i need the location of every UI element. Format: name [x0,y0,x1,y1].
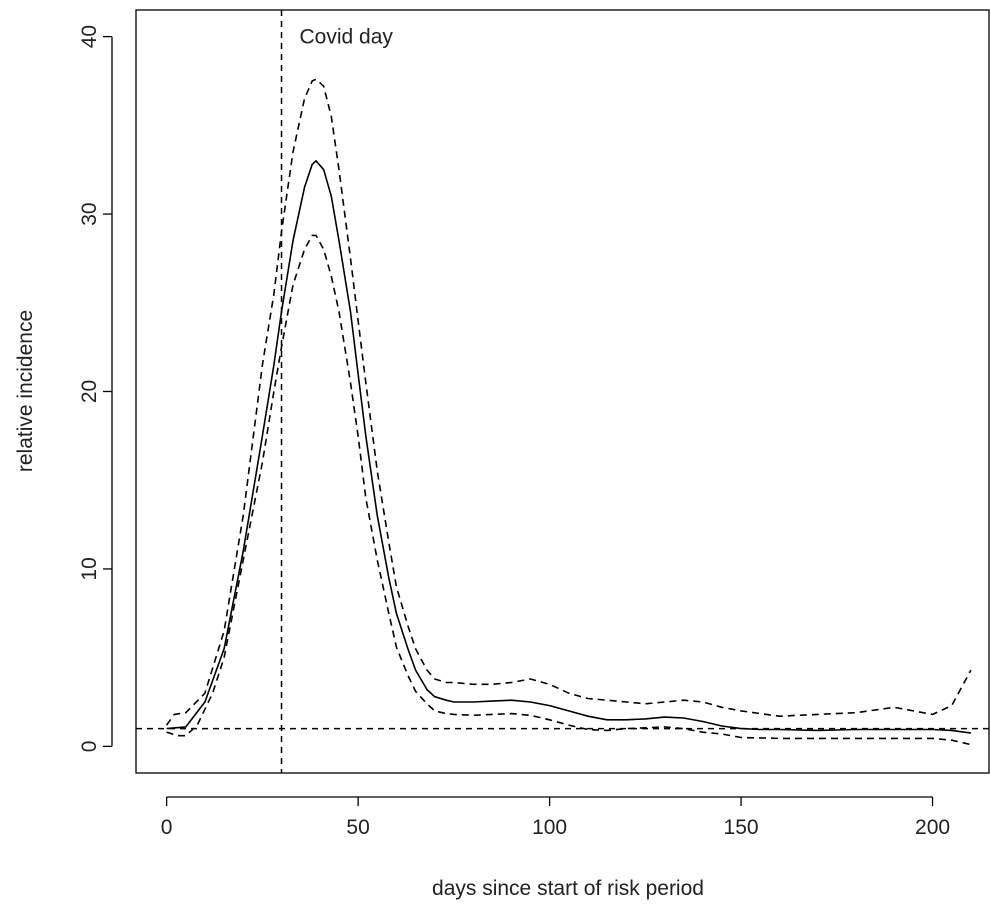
x-tick-label: 100 [532,816,567,839]
x-axis: 0 50 100 150 200 [161,796,950,839]
y-tick-label: 10 [78,557,101,580]
y-tick-label: 0 [78,741,101,753]
y-axis: 0 10 20 30 40 [78,25,113,753]
y-tick-label: 30 [78,202,101,225]
y-tick-label: 20 [78,380,101,403]
y-axis-label: relative incidence [14,310,37,472]
upper-ci-line [165,78,972,726]
x-tick-label: 150 [724,816,759,839]
covid-day-annotation: Covid day [300,26,394,49]
x-tick-label: 0 [161,816,173,839]
y-tick-label: 40 [78,25,101,48]
x-tick-label: 200 [915,816,950,839]
x-axis-label: days since start of risk period [432,877,704,900]
plot-frame [135,9,990,774]
reference-lines [136,10,990,773]
plot-border [135,9,990,774]
annotation-layer: Covid day [300,26,394,49]
estimate-line [166,160,972,734]
lower-ci-line [166,234,972,746]
series-layer [165,78,972,746]
x-tick-label: 50 [346,816,369,839]
